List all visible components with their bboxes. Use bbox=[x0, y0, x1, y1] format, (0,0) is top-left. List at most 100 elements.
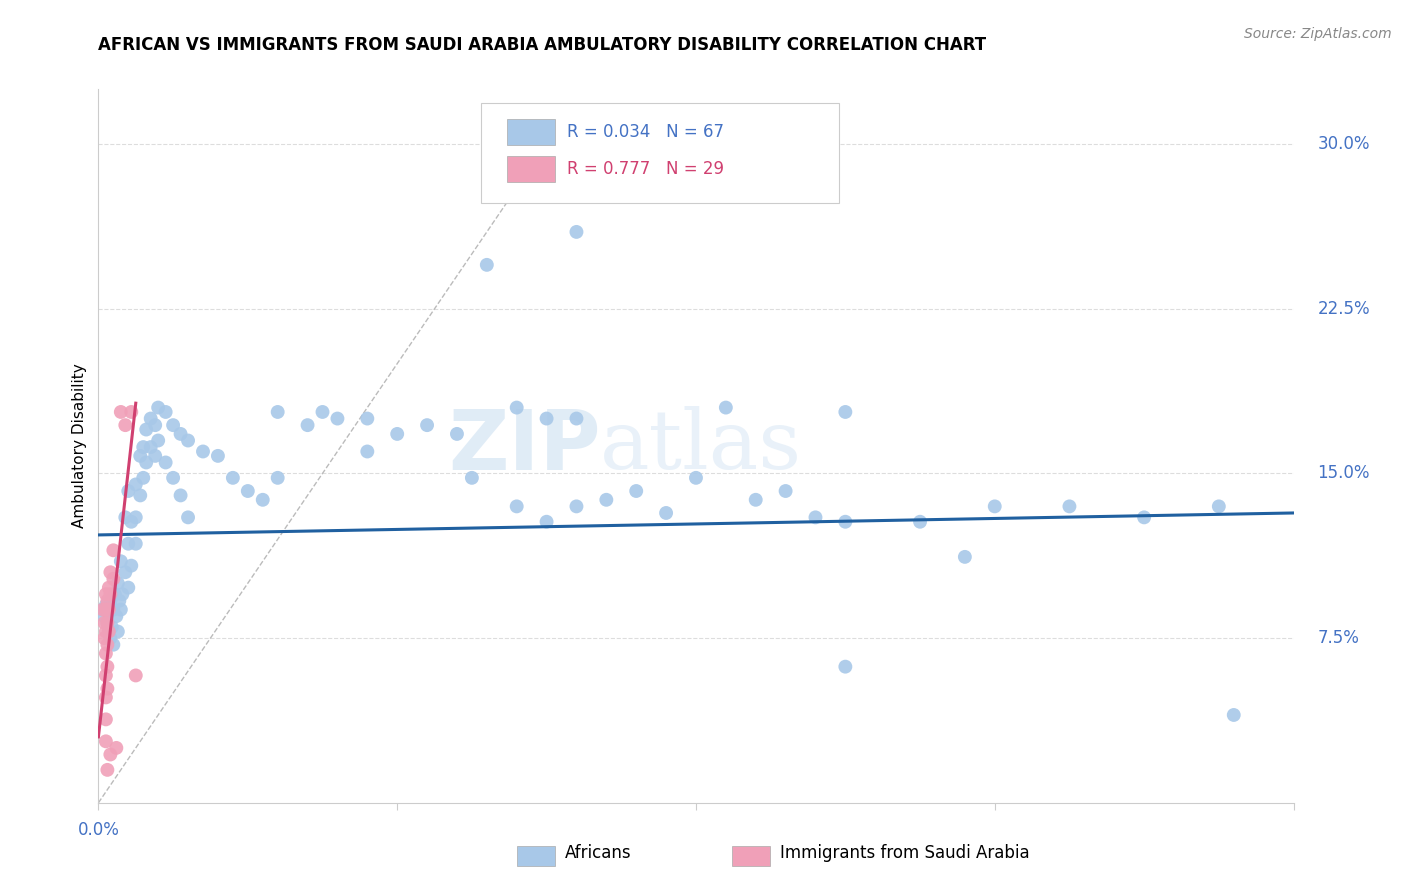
Point bbox=[356, 411, 378, 425]
Point bbox=[105, 740, 128, 755]
Point bbox=[94, 598, 117, 612]
Point bbox=[103, 638, 125, 652]
Point bbox=[385, 426, 409, 441]
Point bbox=[91, 602, 114, 616]
Point bbox=[565, 225, 588, 239]
Point bbox=[135, 455, 157, 469]
Point bbox=[93, 631, 115, 645]
Point bbox=[506, 500, 529, 514]
Point bbox=[834, 659, 856, 673]
Point bbox=[461, 471, 484, 485]
Point bbox=[252, 492, 274, 507]
Point bbox=[129, 488, 152, 502]
FancyBboxPatch shape bbox=[481, 103, 839, 203]
Text: 7.5%: 7.5% bbox=[1317, 629, 1360, 647]
Point bbox=[155, 455, 177, 469]
Point bbox=[93, 615, 115, 630]
Point bbox=[536, 411, 558, 425]
Point bbox=[139, 440, 162, 454]
Point bbox=[103, 602, 125, 616]
Point bbox=[97, 581, 120, 595]
FancyBboxPatch shape bbox=[508, 156, 555, 182]
FancyBboxPatch shape bbox=[508, 120, 555, 145]
Point bbox=[236, 483, 259, 498]
Point bbox=[983, 500, 1005, 514]
Point bbox=[162, 418, 184, 433]
Point bbox=[416, 418, 439, 433]
Point bbox=[103, 543, 125, 558]
Point bbox=[94, 624, 117, 639]
Point bbox=[98, 566, 122, 580]
Text: ZIP: ZIP bbox=[449, 406, 600, 486]
Point bbox=[1133, 510, 1156, 524]
Point bbox=[94, 712, 117, 726]
Point bbox=[94, 647, 117, 661]
Point bbox=[120, 515, 142, 529]
Point bbox=[267, 405, 290, 419]
FancyBboxPatch shape bbox=[733, 846, 770, 865]
Point bbox=[1208, 500, 1230, 514]
Point bbox=[169, 488, 191, 502]
Point bbox=[103, 572, 125, 586]
Point bbox=[105, 609, 128, 624]
Point bbox=[97, 602, 120, 616]
Point bbox=[804, 510, 827, 524]
Text: Source: ZipAtlas.com: Source: ZipAtlas.com bbox=[1244, 27, 1392, 41]
Point bbox=[98, 747, 122, 762]
Point bbox=[446, 426, 468, 441]
Text: Immigrants from Saudi Arabia: Immigrants from Saudi Arabia bbox=[779, 844, 1029, 862]
Point bbox=[96, 681, 118, 696]
Point bbox=[745, 492, 768, 507]
Point bbox=[177, 510, 200, 524]
Text: AFRICAN VS IMMIGRANTS FROM SAUDI ARABIA AMBULATORY DISABILITY CORRELATION CHART: AFRICAN VS IMMIGRANTS FROM SAUDI ARABIA … bbox=[98, 36, 987, 54]
Point bbox=[143, 449, 166, 463]
Point bbox=[624, 483, 647, 498]
Point bbox=[536, 515, 558, 529]
Point bbox=[117, 537, 139, 551]
Point bbox=[94, 602, 117, 616]
Point bbox=[775, 483, 797, 498]
Point bbox=[117, 483, 139, 498]
Point bbox=[953, 549, 976, 564]
Point bbox=[177, 434, 200, 448]
Point bbox=[207, 449, 229, 463]
Point bbox=[132, 471, 155, 485]
Point bbox=[93, 609, 115, 624]
Text: R = 0.034   N = 67: R = 0.034 N = 67 bbox=[567, 123, 724, 141]
Point bbox=[94, 668, 117, 682]
Point bbox=[565, 500, 588, 514]
Point bbox=[475, 258, 498, 272]
Text: atlas: atlas bbox=[600, 406, 803, 486]
FancyBboxPatch shape bbox=[517, 846, 555, 865]
Point bbox=[120, 558, 142, 573]
Point bbox=[96, 638, 118, 652]
Point bbox=[1059, 500, 1081, 514]
Point bbox=[110, 405, 132, 419]
Point bbox=[595, 492, 617, 507]
Point bbox=[655, 506, 678, 520]
Point bbox=[96, 615, 118, 630]
Text: Africans: Africans bbox=[565, 844, 631, 862]
Point bbox=[148, 434, 170, 448]
Point bbox=[96, 594, 118, 608]
Point bbox=[191, 444, 214, 458]
Point bbox=[1223, 708, 1246, 723]
Point bbox=[94, 587, 117, 601]
Point bbox=[125, 477, 148, 491]
Point bbox=[114, 418, 136, 433]
Point bbox=[98, 587, 122, 601]
Point bbox=[96, 659, 118, 673]
Point bbox=[143, 418, 166, 433]
Point bbox=[685, 471, 707, 485]
Point bbox=[139, 411, 162, 425]
Text: 0.0%: 0.0% bbox=[77, 821, 120, 838]
Point bbox=[129, 449, 152, 463]
Point bbox=[114, 566, 136, 580]
Point bbox=[114, 510, 136, 524]
Point bbox=[125, 510, 148, 524]
Point bbox=[104, 587, 127, 601]
Point bbox=[520, 137, 543, 152]
Point bbox=[111, 587, 134, 601]
Point bbox=[96, 615, 118, 630]
Point bbox=[98, 631, 122, 645]
